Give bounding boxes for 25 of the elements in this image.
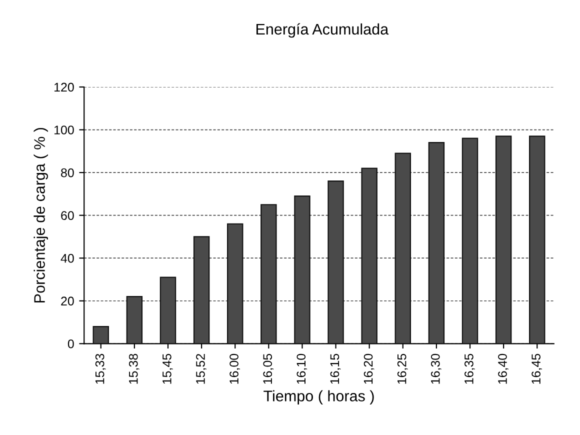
chart-title: Energía Acumulada	[256, 23, 389, 38]
x-tick-label: 16,10	[296, 354, 308, 384]
x-tick-label: 16,05	[263, 354, 274, 384]
bar	[92, 326, 109, 344]
x-tick-label: 16,45	[532, 354, 542, 384]
x-tick-label: 16,15	[330, 354, 341, 384]
y-tick-label: 40	[60, 254, 74, 263]
y-tick-label: 80	[61, 168, 74, 178]
x-tick-label: 15,38	[128, 354, 140, 384]
x-axis-title: Tiempo ( horas )	[264, 390, 374, 404]
y-tick-label: 60	[61, 211, 74, 220]
y-axis-title: Porcientaje de carga ( % )	[34, 128, 48, 302]
y-tick-label: 0	[68, 339, 74, 348]
y-tick-label: 120	[54, 82, 74, 92]
x-tick-label: 15,45	[162, 354, 173, 384]
x-tick-label: 16,00	[230, 354, 240, 384]
x-tick-label: 16,35	[464, 354, 475, 384]
x-tick-label: 16,30	[430, 354, 442, 384]
x-tick-label: 15,33	[95, 354, 106, 384]
x-tick-label: 16,20	[364, 354, 374, 384]
y-tick-label: 20	[61, 296, 74, 306]
x-tick-label: 16,25	[397, 354, 408, 384]
x-tick-label: 16,40	[498, 354, 508, 384]
x-tick-label: 15,52	[196, 354, 206, 384]
y-tick-label: 100	[54, 126, 74, 134]
